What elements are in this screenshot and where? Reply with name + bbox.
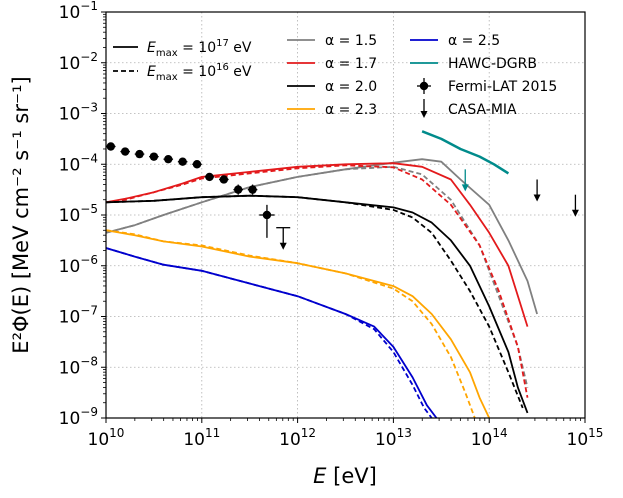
legend-alpha-label: α = 1.7 xyxy=(325,56,377,72)
fermi-point xyxy=(205,172,214,182)
y-axis-label: E²Φ(E) [MeV cm⁻² s⁻¹ sr⁻¹] xyxy=(9,76,33,353)
y-tick-label: 10−4 xyxy=(59,151,98,175)
y-tick-label: 10−8 xyxy=(59,354,98,378)
legend-alpha-label: α = 2.0 xyxy=(325,79,377,95)
y-tick-label: 10−6 xyxy=(59,253,98,277)
legend-data-label: CASA-MIA xyxy=(448,102,517,118)
y-tick-label: 10−7 xyxy=(59,304,98,328)
series-line xyxy=(106,247,433,418)
series-line xyxy=(106,229,476,418)
legend-alpha-label: α = 1.5 xyxy=(325,33,377,49)
upper-limit-head xyxy=(279,242,287,250)
fermi-point xyxy=(219,175,229,184)
series-line xyxy=(106,247,438,418)
legend: Emax = 1017 eV Emax = 1016 eV α = 1.5 α = 1… xyxy=(113,33,557,118)
y-tick-label: 10−3 xyxy=(59,101,98,125)
fermi-point xyxy=(178,157,187,166)
fermi-point xyxy=(149,152,159,161)
series-line xyxy=(106,158,538,315)
fermi-point xyxy=(120,147,130,156)
series-line xyxy=(106,194,529,414)
series-line xyxy=(106,165,529,388)
legend-style-label: Emax = 1017 eV xyxy=(147,38,252,59)
fermi-point xyxy=(248,185,257,194)
x-tick-label: 1013 xyxy=(375,426,412,450)
markers-group xyxy=(106,142,579,250)
y-tick-label: 10−9 xyxy=(59,405,98,429)
upper-limit-head xyxy=(533,194,541,202)
fermi-point xyxy=(234,185,243,194)
x-axis-label: E [eV] xyxy=(313,464,377,488)
legend-data-label: HAWC-DGRB xyxy=(448,56,537,72)
upper-limit-arrow xyxy=(461,169,469,192)
fermi-point xyxy=(135,149,144,159)
series-line xyxy=(106,164,529,398)
upper-limit-arrow xyxy=(276,227,291,250)
x-tick-label: 1011 xyxy=(183,426,220,450)
legend-alpha-label: α = 2.3 xyxy=(325,102,377,118)
series-line xyxy=(421,130,510,175)
y-tick-label: 10−1 xyxy=(59,0,98,23)
fermi-point xyxy=(164,154,173,164)
upper-limit-head xyxy=(461,184,469,192)
legend-arrow-head xyxy=(420,111,428,118)
x-tick-label: 1012 xyxy=(279,426,316,450)
ticks-group: 1010 1011 1012 1013 1014 1015 10−9 10−8 10−7 10−6… xyxy=(59,0,604,450)
legend-style-label: Emax = 1016 eV xyxy=(147,62,252,83)
legend-alpha-label: α = 2.5 xyxy=(448,33,500,49)
series-group xyxy=(106,130,538,418)
legend-errorbar-dot xyxy=(419,81,429,91)
legend-data-label: Fermi-LAT 2015 xyxy=(448,79,557,95)
fermi-point xyxy=(192,160,202,169)
upper-limit-arrow xyxy=(571,194,579,217)
x-tick-label: 1014 xyxy=(471,426,508,450)
x-tick-label: 1010 xyxy=(88,426,125,450)
x-tick-label: 1015 xyxy=(567,426,604,450)
y-tick-label: 10−2 xyxy=(59,50,98,74)
upper-limit-arrow xyxy=(533,179,541,202)
fermi-point xyxy=(262,210,272,220)
fermi-point xyxy=(106,142,115,151)
upper-limit-head xyxy=(571,209,579,217)
series-line xyxy=(106,194,524,409)
y-tick-label: 10−5 xyxy=(59,202,98,226)
